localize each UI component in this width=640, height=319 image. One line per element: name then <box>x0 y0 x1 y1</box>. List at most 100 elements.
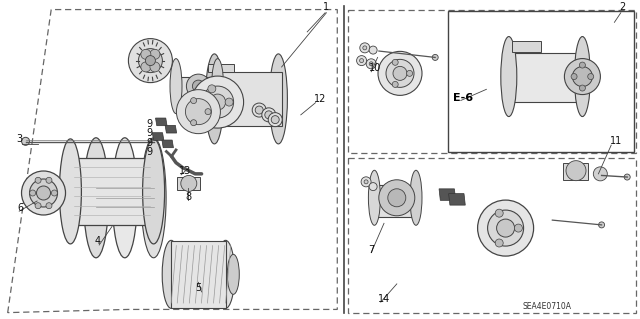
Circle shape <box>356 56 367 66</box>
Circle shape <box>145 56 156 66</box>
Bar <box>70 158 154 225</box>
Text: 9: 9 <box>146 138 152 148</box>
Ellipse shape <box>209 74 220 124</box>
Circle shape <box>29 190 36 196</box>
Circle shape <box>129 39 172 83</box>
Text: SEA4E0710A: SEA4E0710A <box>523 302 572 311</box>
Text: 5: 5 <box>195 284 202 293</box>
Text: 13: 13 <box>179 166 191 176</box>
Ellipse shape <box>141 138 166 258</box>
Ellipse shape <box>410 170 422 225</box>
Circle shape <box>22 171 65 215</box>
Circle shape <box>180 175 197 191</box>
Circle shape <box>495 239 503 247</box>
Ellipse shape <box>83 138 109 258</box>
Polygon shape <box>156 118 167 126</box>
Circle shape <box>219 91 224 96</box>
Circle shape <box>255 106 263 114</box>
Text: 12: 12 <box>314 94 326 104</box>
Text: 1: 1 <box>323 2 330 12</box>
Circle shape <box>386 59 414 87</box>
Circle shape <box>515 224 522 232</box>
Circle shape <box>392 81 398 87</box>
Circle shape <box>35 203 41 209</box>
Bar <box>208 64 234 72</box>
Circle shape <box>378 51 422 95</box>
Ellipse shape <box>205 54 223 144</box>
Ellipse shape <box>143 139 164 244</box>
Text: 11: 11 <box>610 136 622 146</box>
Circle shape <box>262 108 276 122</box>
Circle shape <box>51 190 58 196</box>
Circle shape <box>193 80 204 92</box>
Circle shape <box>598 222 605 228</box>
Bar <box>563 163 588 180</box>
Ellipse shape <box>269 54 287 144</box>
Polygon shape <box>162 140 173 148</box>
Circle shape <box>186 99 211 125</box>
Circle shape <box>360 59 364 63</box>
Text: E-6: E-6 <box>453 93 473 103</box>
Circle shape <box>252 103 266 117</box>
Bar <box>172 241 226 308</box>
Text: 8: 8 <box>186 192 192 202</box>
Ellipse shape <box>212 59 223 114</box>
Circle shape <box>566 161 586 181</box>
Text: 9: 9 <box>146 119 152 129</box>
Circle shape <box>572 67 593 86</box>
Text: 9: 9 <box>146 147 152 157</box>
Circle shape <box>579 62 586 68</box>
Circle shape <box>406 70 413 76</box>
Ellipse shape <box>500 37 517 116</box>
Circle shape <box>177 90 220 134</box>
Circle shape <box>202 86 234 118</box>
Circle shape <box>46 203 52 209</box>
Polygon shape <box>152 133 164 140</box>
Circle shape <box>369 182 377 191</box>
Circle shape <box>593 167 607 181</box>
Circle shape <box>361 177 371 187</box>
Circle shape <box>191 120 196 126</box>
Circle shape <box>495 209 503 217</box>
Polygon shape <box>165 125 177 133</box>
Circle shape <box>205 102 210 107</box>
Circle shape <box>219 102 224 107</box>
Text: 7: 7 <box>368 245 374 255</box>
Ellipse shape <box>112 138 138 258</box>
Circle shape <box>363 46 367 50</box>
Circle shape <box>212 108 217 113</box>
Polygon shape <box>439 189 456 200</box>
Circle shape <box>268 113 282 127</box>
Circle shape <box>212 85 217 90</box>
Circle shape <box>46 177 52 183</box>
Circle shape <box>392 59 398 65</box>
Circle shape <box>36 186 51 200</box>
Ellipse shape <box>216 240 235 308</box>
Text: 2: 2 <box>620 2 626 12</box>
Circle shape <box>477 200 534 256</box>
Ellipse shape <box>60 139 81 244</box>
Circle shape <box>388 189 406 207</box>
Text: 9: 9 <box>146 128 152 138</box>
Circle shape <box>369 46 377 54</box>
Circle shape <box>208 111 216 119</box>
Circle shape <box>265 111 273 119</box>
Circle shape <box>150 49 160 59</box>
Circle shape <box>141 62 151 72</box>
Circle shape <box>360 43 370 53</box>
Bar <box>509 53 582 102</box>
Circle shape <box>624 174 630 180</box>
Text: 14: 14 <box>378 294 390 304</box>
Circle shape <box>393 66 407 80</box>
Bar <box>177 177 200 190</box>
Circle shape <box>432 55 438 60</box>
Ellipse shape <box>227 254 239 294</box>
Text: 3: 3 <box>17 134 23 144</box>
Circle shape <box>208 85 216 93</box>
Circle shape <box>364 180 368 184</box>
Text: 10: 10 <box>369 63 381 73</box>
Circle shape <box>225 98 233 106</box>
Circle shape <box>497 219 515 237</box>
Circle shape <box>488 210 524 246</box>
Circle shape <box>271 115 279 124</box>
